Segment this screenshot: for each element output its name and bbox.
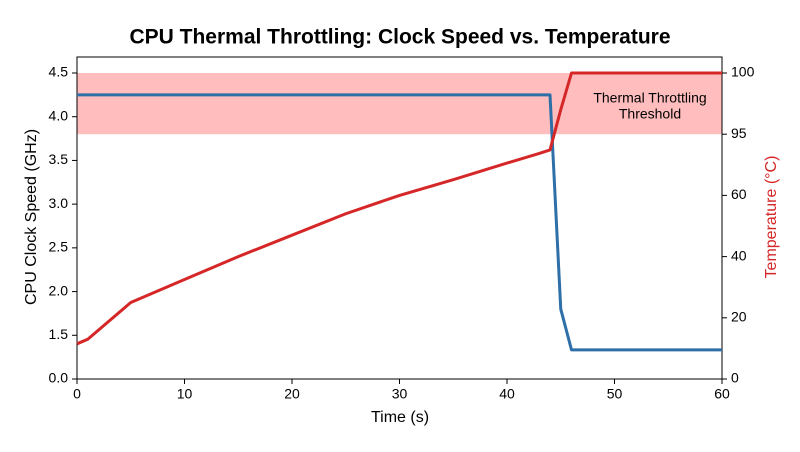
y2-tick-label: 0 (731, 370, 739, 386)
y2-tick-label: 95 (731, 125, 747, 141)
band-label: Thermal Throttling (593, 90, 706, 106)
x-tick-label: 40 (499, 386, 515, 402)
x-tick-label: 30 (392, 386, 408, 402)
series-line (76, 71, 722, 346)
chart-title: CPU Thermal Throttling: Clock Speed vs. … (129, 26, 670, 49)
y-axis-label: CPU Clock Speed (GHz) (23, 129, 40, 305)
x-tick-label: 60 (714, 386, 730, 402)
y2-tick-label: 60 (731, 186, 747, 202)
y-tick-label: 2.0 (49, 282, 69, 298)
y2-tick-label: 20 (731, 309, 747, 325)
y-tick-label: 1.5 (49, 326, 69, 342)
x-tick-label: 50 (607, 386, 623, 402)
y2-tick-label: 100 (731, 64, 755, 80)
y-tick-label: 3.0 (49, 195, 69, 211)
y-tick-label: 4.5 (49, 64, 69, 80)
x-tick-label: 10 (177, 386, 193, 402)
band-label: Threshold (619, 106, 681, 122)
y2-tick-label: 40 (731, 247, 747, 263)
series-line (77, 93, 722, 352)
y-tick-label: 2.5 (49, 239, 69, 255)
y-tick-label: 0.0 (49, 370, 69, 386)
y-tick-label: 4.0 (49, 107, 69, 123)
y2-axis-label: Temperature (°C) (763, 156, 780, 279)
threshold-band (77, 73, 722, 135)
y-tick-label: 3.5 (49, 151, 69, 167)
x-tick-label: 20 (284, 386, 300, 402)
x-tick-label: 0 (73, 386, 81, 402)
x-axis-label: Time (s) (371, 409, 429, 426)
